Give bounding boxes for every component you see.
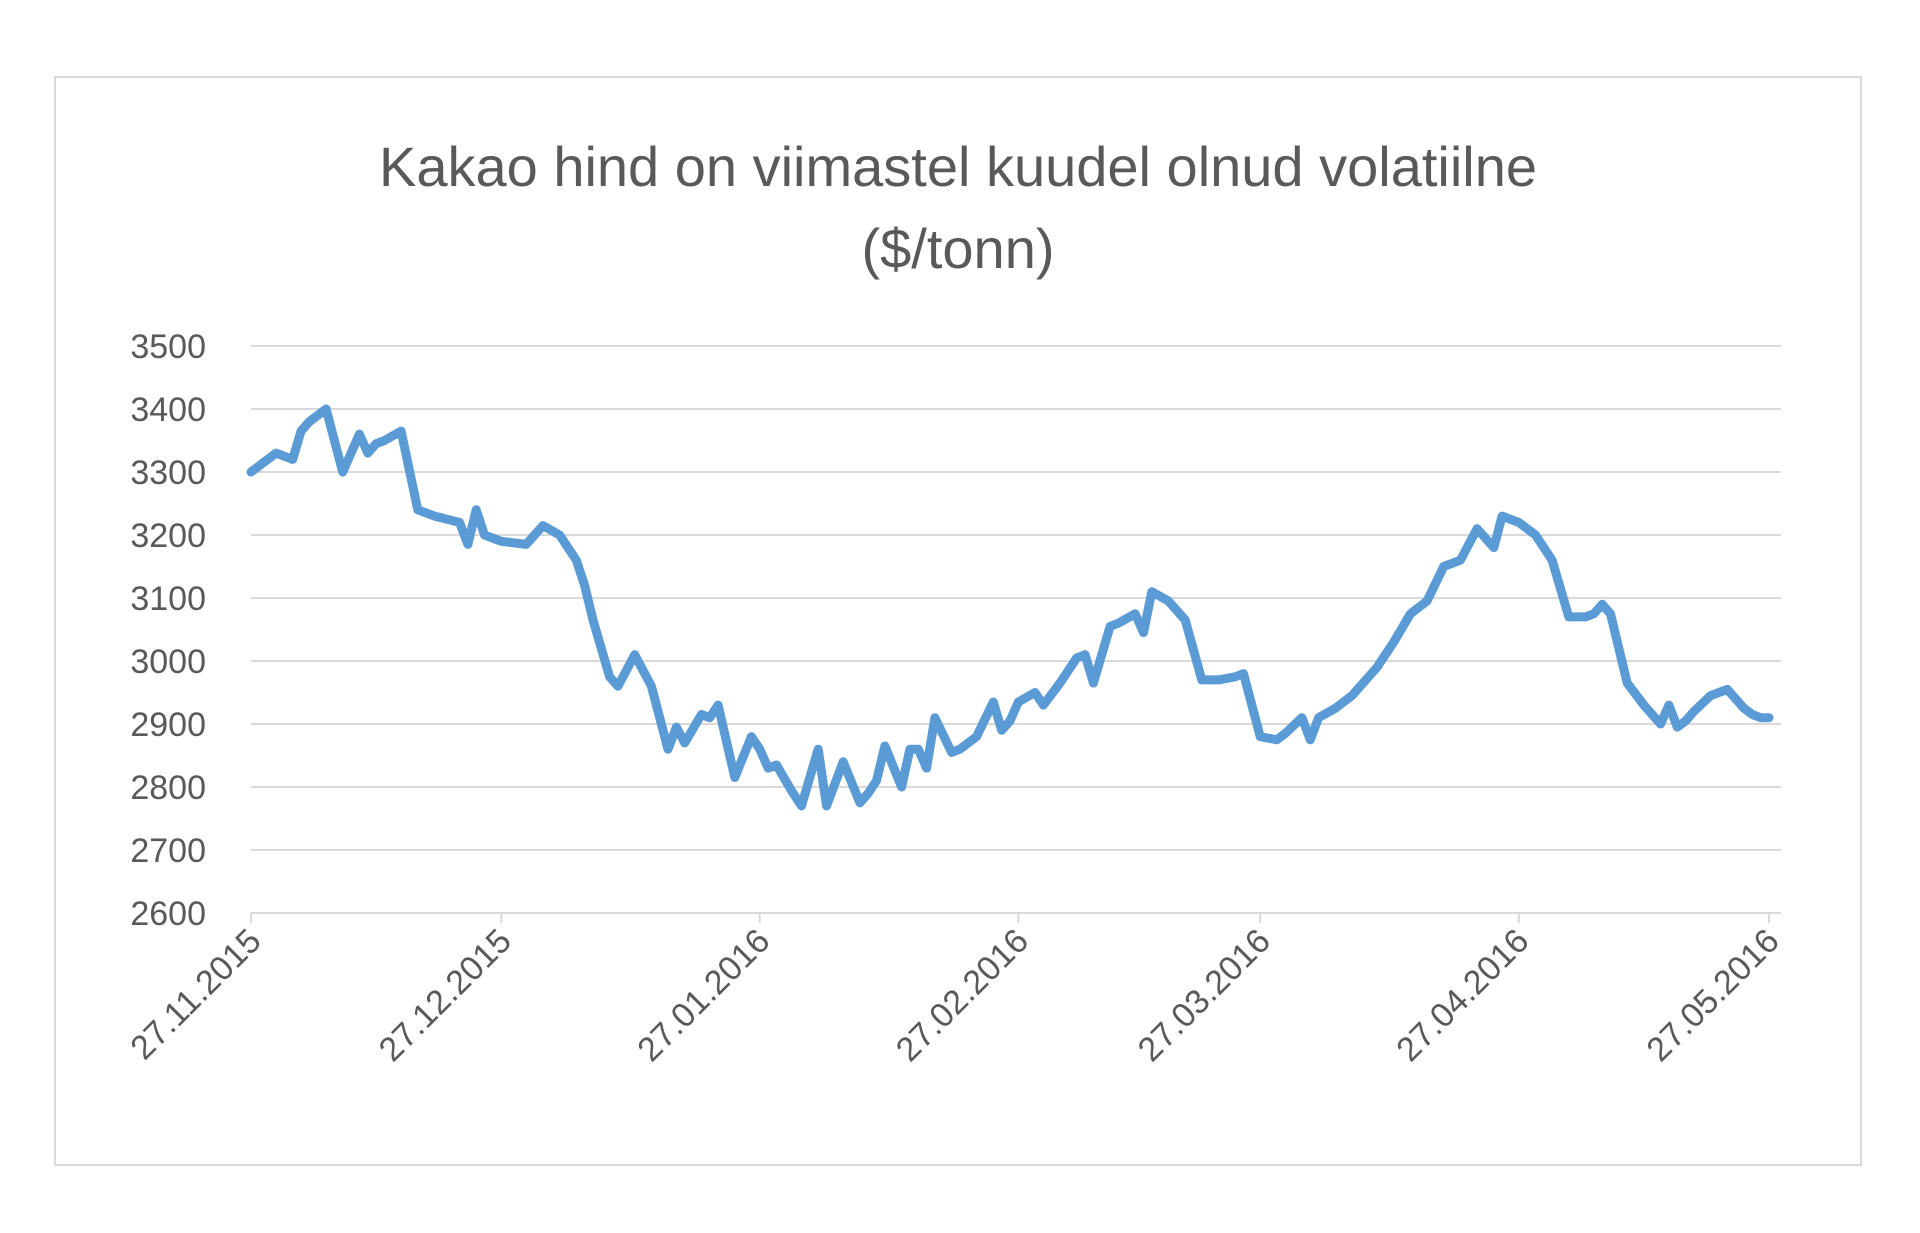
x-axis-tick-labels: 27.11.2015 27.12.2015 27.01.2016 27.02.2016… bbox=[123, 922, 1786, 1069]
y-tick-label: 3000 bbox=[130, 643, 206, 681]
x-tick-label: 27.02.2016 bbox=[889, 922, 1036, 1069]
y-axis-tick-labels: 2600 2700 2800 2900 3000 3100 3200 3300 3400 3500 bbox=[130, 328, 206, 933]
x-tick-label: 27.01.2016 bbox=[630, 922, 777, 1069]
series-line bbox=[246, 404, 1774, 811]
chart-frame: Kakao hind on viimastel kuudel olnud vol… bbox=[54, 76, 1862, 1166]
chart-title-line-2: ($/tonn) bbox=[861, 217, 1055, 280]
chart-title-line-1: Kakao hind on viimastel kuudel olnud vol… bbox=[378, 135, 1538, 198]
y-tick-label: 3400 bbox=[130, 391, 206, 429]
series-layer bbox=[246, 404, 1774, 811]
y-tick-label: 3200 bbox=[130, 517, 206, 555]
y-tick-label: 2600 bbox=[130, 895, 206, 933]
grid-lines bbox=[251, 345, 1781, 851]
plot-area: 2600 2700 2800 2900 3000 3100 3200 3300 3400 3500… bbox=[123, 328, 1786, 1069]
x-tick-label: 27.11.2015 bbox=[123, 922, 268, 1067]
y-tick-label: 2800 bbox=[130, 769, 206, 807]
x-tick-label: 27.12.2015 bbox=[372, 922, 519, 1069]
x-axis bbox=[250, 912, 1781, 923]
chart-title: Kakao hind on viimastel kuudel olnud vol… bbox=[56, 126, 1860, 290]
y-tick-label: 2900 bbox=[130, 706, 206, 744]
y-tick-label: 3100 bbox=[130, 580, 206, 618]
x-tick-label: 27.04.2016 bbox=[1389, 922, 1536, 1069]
y-tick-label: 2700 bbox=[130, 832, 206, 870]
x-tick-label: 27.03.2016 bbox=[1131, 922, 1278, 1069]
x-tick-label: 27.05.2016 bbox=[1639, 922, 1786, 1069]
y-tick-label: 3500 bbox=[130, 328, 206, 366]
y-tick-label: 3300 bbox=[130, 454, 206, 492]
